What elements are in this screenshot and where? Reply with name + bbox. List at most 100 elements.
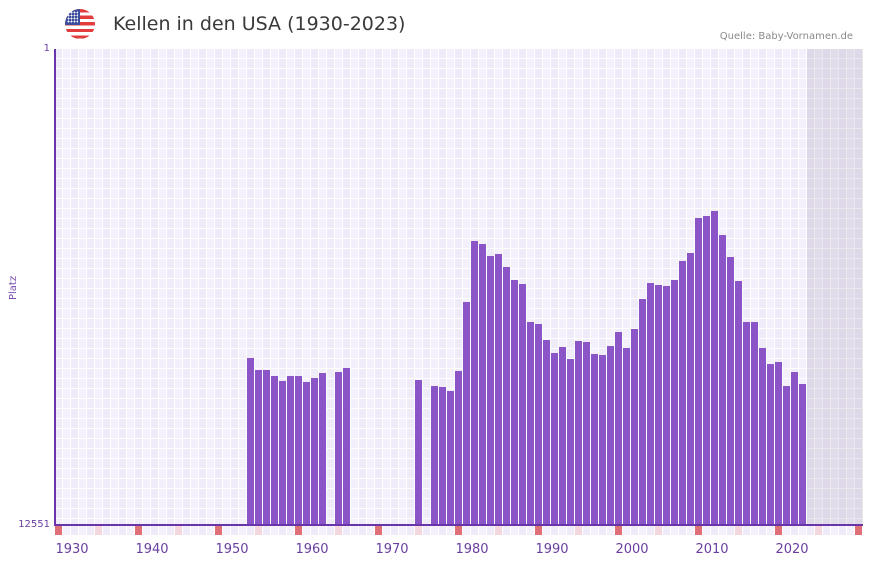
- year-marker: [231, 526, 238, 535]
- grid-column: [151, 49, 158, 525]
- bar-2020[interactable]: [775, 362, 782, 525]
- bar-1985[interactable]: [495, 254, 502, 525]
- bar-1996[interactable]: [583, 342, 590, 525]
- bar-2011[interactable]: [703, 216, 710, 525]
- grid-column: [783, 49, 790, 525]
- bar-2010[interactable]: [695, 218, 702, 525]
- y-top-label: 1: [43, 43, 50, 54]
- year-marker: [815, 526, 822, 535]
- bar-2018[interactable]: [759, 348, 766, 525]
- grid-line: [55, 108, 863, 109]
- bar-1979[interactable]: [447, 391, 454, 525]
- grid-line: [55, 238, 863, 239]
- grid-column: [271, 49, 278, 525]
- bar-1992[interactable]: [551, 353, 558, 525]
- bar-2016[interactable]: [743, 322, 750, 525]
- bar-1958[interactable]: [279, 381, 286, 525]
- bar-1988[interactable]: [519, 284, 526, 525]
- bar-2014[interactable]: [727, 257, 734, 525]
- grid-column: [791, 49, 798, 525]
- bar-1956[interactable]: [263, 370, 270, 525]
- bar-1990[interactable]: [535, 324, 542, 525]
- bar-1984[interactable]: [487, 256, 494, 525]
- year-marker: [639, 526, 646, 535]
- bar-2001[interactable]: [623, 348, 630, 525]
- bar-1982[interactable]: [471, 241, 478, 525]
- grid-line: [55, 198, 863, 199]
- bar-1999[interactable]: [607, 346, 614, 525]
- year-marker: [359, 526, 366, 535]
- bar-2022[interactable]: [791, 372, 798, 525]
- grid-line: [55, 58, 863, 59]
- bar-1986[interactable]: [503, 267, 510, 525]
- bar-2007[interactable]: [671, 280, 678, 525]
- bar-1959[interactable]: [287, 376, 294, 525]
- bar-1989[interactable]: [527, 322, 534, 525]
- bar-1954[interactable]: [247, 358, 254, 525]
- grid-line: [55, 358, 863, 359]
- grid-column: [855, 49, 862, 525]
- grid-column: [343, 49, 350, 525]
- bar-1981[interactable]: [463, 302, 470, 525]
- bar-1975[interactable]: [415, 380, 422, 525]
- bar-2023[interactable]: [799, 384, 806, 525]
- bar-2013[interactable]: [719, 235, 726, 525]
- bar-2021[interactable]: [783, 386, 790, 525]
- grid-line: [55, 248, 863, 249]
- bar-1955[interactable]: [255, 370, 262, 525]
- bar-1987[interactable]: [511, 280, 518, 525]
- bar-1998[interactable]: [599, 355, 606, 525]
- plot-area: [55, 49, 863, 525]
- bar-1965[interactable]: [335, 372, 342, 525]
- bar-1977[interactable]: [431, 386, 438, 525]
- bar-1978[interactable]: [439, 387, 446, 525]
- bar-1962[interactable]: [311, 378, 318, 525]
- year-marker: [399, 526, 406, 535]
- bar-1995[interactable]: [575, 341, 582, 525]
- grid-column: [175, 49, 182, 525]
- bar-2006[interactable]: [663, 286, 670, 525]
- grid-column: [255, 49, 262, 525]
- grid-column: [439, 49, 446, 525]
- year-marker: [711, 526, 718, 535]
- bar-1966[interactable]: [343, 368, 350, 525]
- bar-2005[interactable]: [655, 285, 662, 525]
- bar-1993[interactable]: [559, 347, 566, 525]
- bar-1980[interactable]: [455, 371, 462, 525]
- year-marker: [375, 526, 382, 535]
- bar-1957[interactable]: [271, 376, 278, 525]
- bar-2000[interactable]: [615, 332, 622, 525]
- bar-1991[interactable]: [543, 340, 550, 525]
- bar-2015[interactable]: [735, 281, 742, 525]
- bar-1961[interactable]: [303, 382, 310, 525]
- bar-2008[interactable]: [679, 261, 686, 525]
- x-label-1950: 1950: [215, 542, 249, 557]
- grid-column: [295, 49, 302, 525]
- bar-2004[interactable]: [647, 283, 654, 525]
- bar-1994[interactable]: [567, 359, 574, 525]
- bar-2009[interactable]: [687, 253, 694, 525]
- grid-column: [303, 49, 310, 525]
- bar-2019[interactable]: [767, 364, 774, 525]
- bar-1997[interactable]: [591, 354, 598, 525]
- x-axis-line: [54, 524, 863, 526]
- grid-line: [55, 348, 863, 349]
- year-marker: [439, 526, 446, 535]
- bar-1983[interactable]: [479, 244, 486, 525]
- bar-1960[interactable]: [295, 376, 302, 525]
- year-marker: [751, 526, 758, 535]
- year-marker: [103, 526, 110, 535]
- bar-2003[interactable]: [639, 299, 646, 525]
- year-marker: [415, 526, 422, 535]
- year-marker: [343, 526, 350, 535]
- year-marker: [671, 526, 678, 535]
- bar-1963[interactable]: [319, 373, 326, 525]
- year-marker: [223, 526, 230, 535]
- year-marker: [215, 526, 222, 535]
- grid-column: [247, 49, 254, 525]
- bar-2002[interactable]: [631, 329, 638, 525]
- bar-2012[interactable]: [711, 211, 718, 525]
- grid-line: [55, 338, 863, 339]
- year-marker: [799, 526, 806, 535]
- bar-2017[interactable]: [751, 322, 758, 525]
